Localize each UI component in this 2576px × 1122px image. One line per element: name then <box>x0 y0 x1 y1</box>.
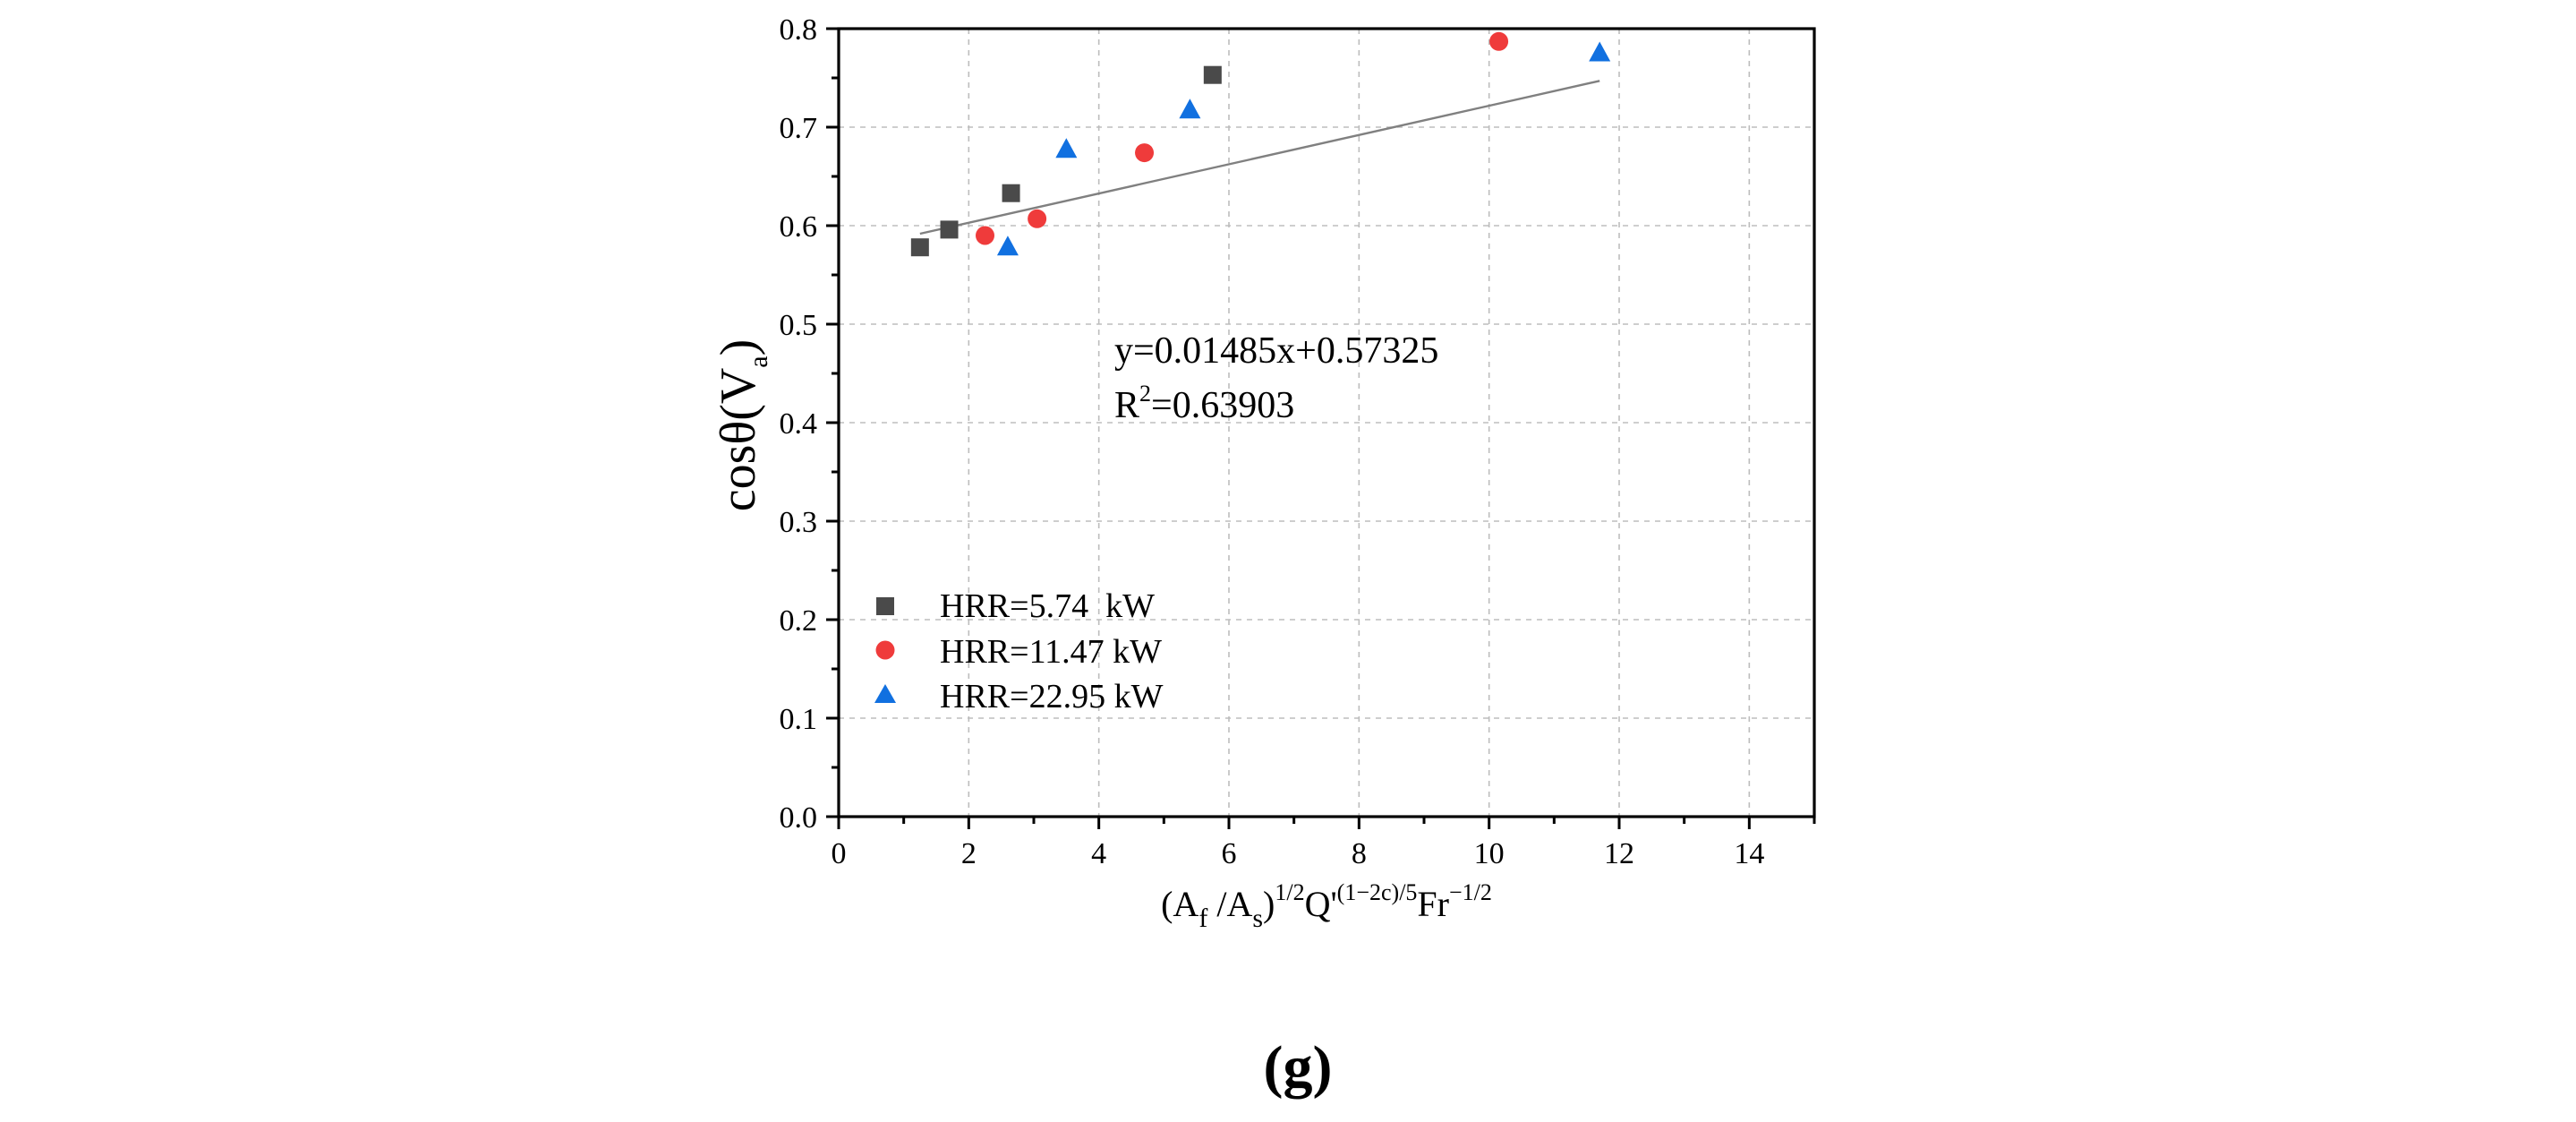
x-tick-label: 6 <box>1222 837 1237 870</box>
x-tick-label: 8 <box>1352 837 1367 870</box>
data-point-series-0 <box>910 238 929 257</box>
y-tick-label: 0.7 <box>780 112 818 145</box>
y-tick-label: 0.4 <box>780 407 818 441</box>
data-point-series-1 <box>1135 143 1155 163</box>
legend-label-11-47: HRR=11.47 kW <box>940 633 1162 671</box>
legend-label-22-95: HRR=22.95 kW <box>940 678 1164 715</box>
figure-caption: (g) <box>1264 1034 1333 1100</box>
data-point-series-1 <box>1028 209 1047 228</box>
fit-r-squared: R2=0.63903 <box>1114 381 1294 426</box>
data-point-series-0 <box>940 220 959 239</box>
data-point-series-2 <box>996 236 1019 256</box>
tick-labels: 0 2 4 6 8 10 12 14 0.0 0.1 0.2 0.3 0.4 0.5 0.6 0.7 0.8 <box>780 13 1765 870</box>
y-tick-label: 0.5 <box>780 309 818 342</box>
legend-label-5-74: HRR=5.74 kW <box>940 587 1155 625</box>
data-markers <box>910 31 1611 257</box>
legend-marker-triangle <box>874 684 896 703</box>
grid-lines <box>839 29 1814 817</box>
y-tick-label: 0.0 <box>780 801 818 835</box>
y-axis-label: cosθ(Va) <box>711 339 773 512</box>
legend: HRR=5.74 kW HRR=11.47 kW HRR=22.95 kW <box>874 587 1164 715</box>
x-tick-label: 2 <box>961 837 977 870</box>
data-point-series-2 <box>1055 138 1078 158</box>
x-tick-label: 4 <box>1091 837 1106 870</box>
data-point-series-1 <box>976 226 994 245</box>
y-tick-label: 0.8 <box>780 13 818 47</box>
y-tick-label: 0.6 <box>780 210 818 244</box>
x-tick-label: 12 <box>1604 837 1634 870</box>
data-point-series-0 <box>1002 184 1020 202</box>
x-axis-label: (Af /As)1/2Q'(1−2c)/5Fr−1/2 <box>1161 879 1492 933</box>
data-point-series-0 <box>1203 65 1222 84</box>
y-tick-label: 0.2 <box>780 604 818 638</box>
data-point-series-2 <box>1589 41 1611 62</box>
axis-ticks <box>826 27 1816 829</box>
data-point-series-2 <box>1179 98 1201 119</box>
fit-line <box>919 80 1600 236</box>
fit-equation: y=0.01485x+0.57325 <box>1114 330 1438 372</box>
x-tick-label: 0 <box>832 837 847 870</box>
x-tick-label: 14 <box>1734 837 1764 870</box>
x-tick-label: 10 <box>1474 837 1505 870</box>
data-point-series-1 <box>1489 31 1509 51</box>
legend-marker-square <box>876 597 894 615</box>
y-tick-label: 0.3 <box>780 506 818 539</box>
y-tick-label: 0.1 <box>780 703 818 736</box>
legend-marker-circle <box>875 640 895 660</box>
